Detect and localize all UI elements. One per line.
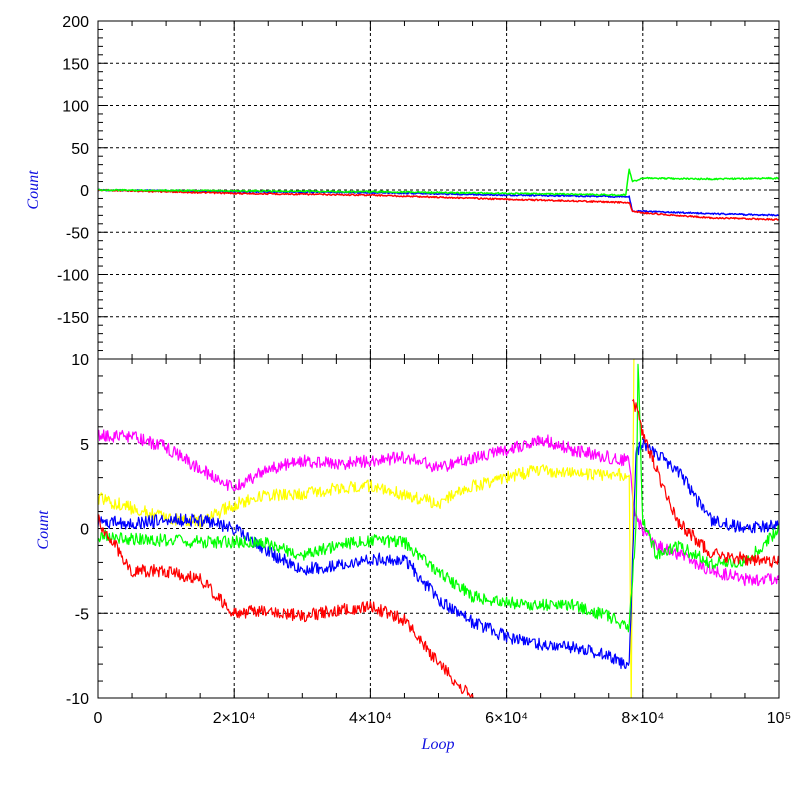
bottom-y-tick-label: -10 <box>66 691 89 708</box>
top-y-tick-label: 200 <box>62 14 89 31</box>
top-panel: 200 150 100 50 0 -50 -100 -150 <box>57 14 780 360</box>
x-tick-label: 4×10⁴ <box>349 710 392 727</box>
bottom-y-tick-label: 0 <box>80 522 89 539</box>
bottom-series-line-0 <box>98 429 779 587</box>
top-y-tick-label: -100 <box>57 268 89 285</box>
top-y-axis-title: Count <box>25 170 42 210</box>
top-y-tick-label: -150 <box>57 310 89 327</box>
bottom-y-tick-label: -5 <box>75 606 89 623</box>
x-tick-label: 2×10⁴ <box>213 710 256 727</box>
bottom-series-line-1 <box>98 359 635 698</box>
top-series-line-2 <box>98 168 779 197</box>
bottom-series-line-4 <box>98 514 474 698</box>
bottom-y-axis-title: Count <box>35 510 52 550</box>
x-tick-label: 0 <box>94 710 103 727</box>
x-tick-label: 6×10⁴ <box>485 710 528 727</box>
top-y-tick-label: 150 <box>62 56 89 73</box>
bottom-series-line-5 <box>632 399 779 568</box>
top-y-tick-label: 100 <box>62 99 89 116</box>
x-tick-label: 8×10⁴ <box>621 710 664 727</box>
bottom-y-tick-label: 10 <box>71 352 89 369</box>
top-y-tick-label: 0 <box>80 183 89 200</box>
x-tick-label: 10⁵ <box>767 710 791 727</box>
top-series-line-1 <box>98 188 779 221</box>
bottom-panel: 10 5 0 -5 -10 0 2×10⁴ 4×10⁴ 6×10⁴ 8×10⁴ 10⁵ <box>66 352 791 727</box>
bottom-series-line-2 <box>98 438 779 670</box>
top-y-tick-label: -50 <box>66 225 89 242</box>
x-axis-title: Loop <box>421 736 455 753</box>
bottom-series-line-3 <box>98 363 779 633</box>
top-y-tick-label: 50 <box>71 141 89 158</box>
bottom-plot-frame <box>97 358 780 699</box>
bottom-y-tick-label: 5 <box>80 437 89 454</box>
